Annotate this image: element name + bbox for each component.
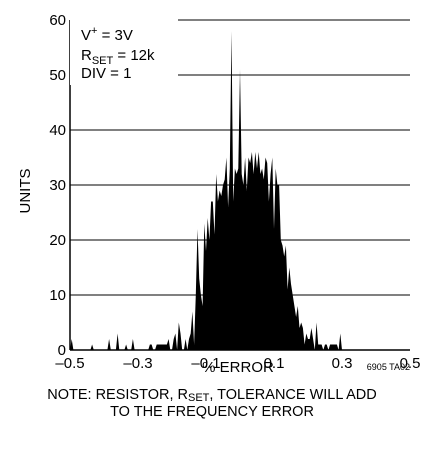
histogram-area [70, 31, 342, 350]
note-line-2: TO THE FREQUENCY ERROR [110, 404, 314, 420]
x-tick-label: 0.3 [332, 355, 353, 372]
x-tick-label: –0.5 [55, 355, 84, 372]
y-tick-label: 0 [58, 342, 66, 359]
y-tick-label: 20 [49, 232, 66, 249]
x-tick-label: 0.5 [400, 355, 421, 372]
y-tick-label: 30 [49, 177, 66, 194]
annotation-div: DIV = 1 [81, 65, 131, 82]
y-tick-label: 60 [49, 12, 66, 29]
annotation-rset: RSET = 12k [81, 47, 155, 67]
annotation-supply: V+ = 3V [81, 25, 133, 44]
x-tick-label: –0.1 [191, 355, 220, 372]
histogram-chart: 0 10 20 30 40 50 60 –0.5 –0.3 –0.1 0.1 0.3 0.5 V+ = … [17, 12, 420, 376]
annotation-box-bg [70, 19, 178, 85]
y-tick-label: 10 [49, 287, 66, 304]
figure-code: 6905 TA02 [367, 362, 410, 372]
y-axis-title: UNITS [17, 169, 34, 214]
note-line-1: NOTE: RESISTOR, RSET, TOLERANCE WILL ADD [47, 387, 377, 404]
y-tick-label: 50 [49, 67, 66, 84]
tick-labels: 0 10 20 30 40 50 60 –0.5 –0.3 –0.1 0.1 0.3 0.5 [49, 12, 420, 372]
x-tick-label: 0.1 [264, 355, 285, 372]
x-tick-label: –0.3 [123, 355, 152, 372]
x-axis-title: % ERROR [202, 359, 274, 376]
y-tick-label: 40 [49, 122, 66, 139]
